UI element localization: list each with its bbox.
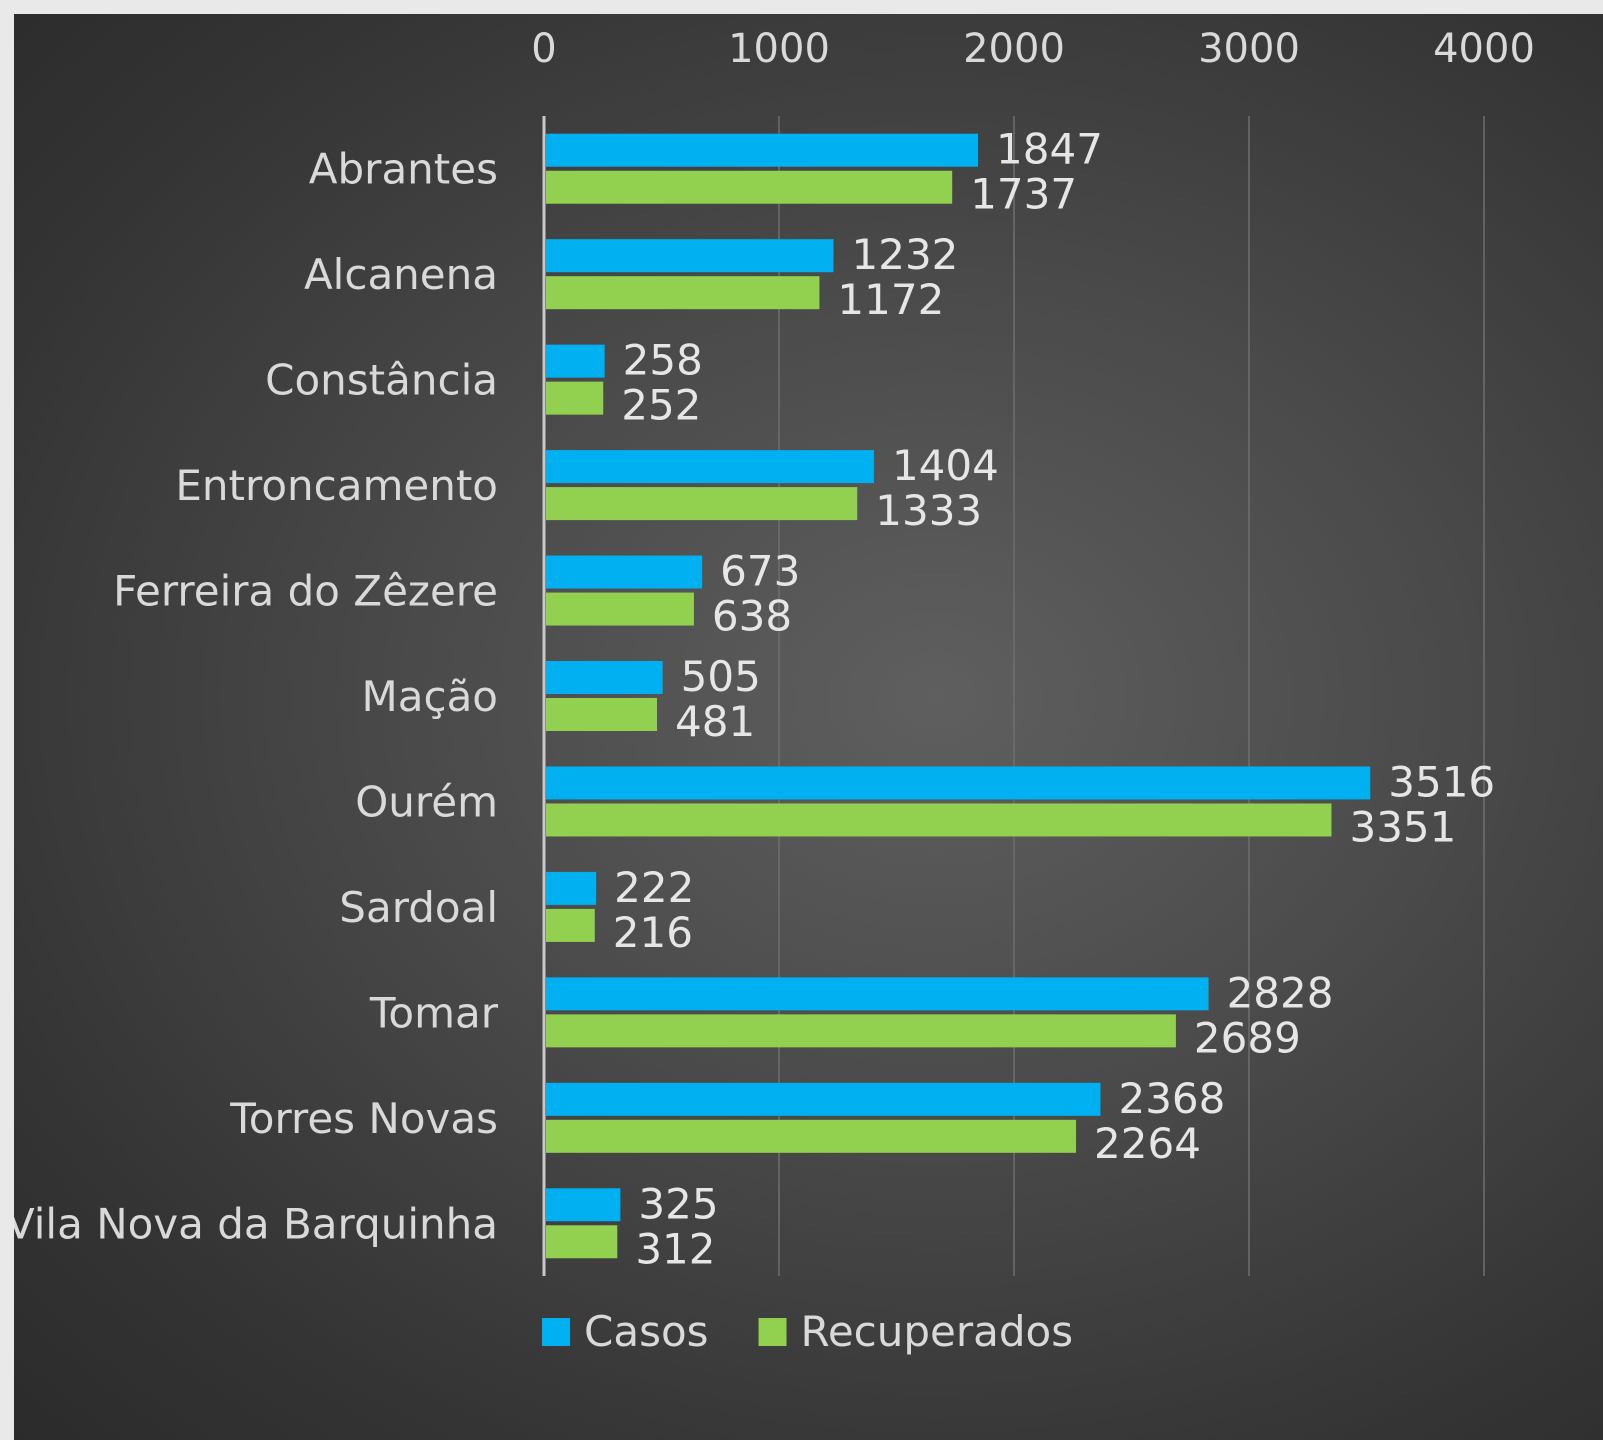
- bar-recuperados: [546, 487, 858, 521]
- legend-swatch-casos: [542, 1318, 570, 1346]
- chart-area: 0 1000 2000 3000 4000 Abrantes Alcanena Constâ…: [14, 14, 1603, 1440]
- bar-casos: [546, 1188, 621, 1222]
- bar-recuperados: [546, 908, 595, 942]
- data-label: 673: [720, 547, 800, 596]
- data-label: 2828: [1227, 968, 1334, 1017]
- data-label: 2264: [1094, 1119, 1201, 1168]
- bar-casos: [546, 344, 605, 378]
- bars: [546, 133, 1371, 1259]
- bar-casos: [546, 661, 663, 694]
- category-label: Torres Novas: [229, 1094, 498, 1143]
- category-label: Ourém: [355, 777, 498, 826]
- category-label: Abrantes: [309, 145, 498, 194]
- bar-casos: [546, 239, 834, 273]
- bar-recuperados: [546, 1014, 1176, 1048]
- data-label: 216: [613, 908, 693, 957]
- bar-recuperados: [546, 592, 694, 626]
- bar-recuperados: [546, 381, 604, 415]
- bar-chart: 0 1000 2000 3000 4000 Abrantes Alcanena Constâ…: [14, 26, 1535, 1356]
- x-tick-label: 0: [531, 26, 556, 72]
- data-label: 258: [623, 336, 703, 385]
- bar-casos: [546, 133, 979, 167]
- x-tick-label: 2000: [963, 26, 1065, 72]
- legend-label-casos: Casos: [584, 1307, 709, 1356]
- data-label: 638: [712, 592, 792, 641]
- legend-label-recuperados: Recuperados: [801, 1307, 1074, 1356]
- bar-recuperados: [546, 1119, 1077, 1153]
- data-label: 3351: [1349, 802, 1456, 851]
- data-label: 1232: [852, 230, 959, 279]
- bar-casos: [546, 766, 1371, 800]
- data-label: 1737: [970, 170, 1077, 219]
- data-label: 505: [681, 652, 761, 701]
- data-label: 481: [675, 697, 755, 746]
- bar-casos: [546, 555, 703, 589]
- data-label: 1404: [892, 441, 999, 490]
- data-label: 325: [638, 1179, 718, 1228]
- data-label: 2689: [1194, 1013, 1301, 1062]
- data-label: 222: [614, 863, 694, 912]
- bar-recuperados: [546, 803, 1332, 837]
- category-labels: Abrantes Alcanena Constância Entroncamento F…: [14, 145, 499, 1249]
- bar-recuperados: [546, 698, 658, 731]
- bar-casos: [546, 1082, 1101, 1116]
- legend-swatch-recuperados: [758, 1318, 787, 1346]
- x-tick-label: 1000: [728, 26, 830, 72]
- bar-casos: [546, 450, 874, 484]
- category-label: Sardoal: [339, 883, 498, 932]
- data-label: 1847: [996, 125, 1103, 174]
- category-label: Entroncamento: [175, 461, 498, 510]
- category-label: Constância: [265, 356, 498, 405]
- category-label: Tomar: [369, 988, 499, 1037]
- data-label: 1333: [875, 486, 982, 535]
- bar-recuperados: [546, 170, 953, 204]
- category-label: Vila Nova da Barquinha: [14, 1199, 498, 1248]
- x-axis-ticks: 0 1000 2000 3000 4000: [531, 26, 1535, 72]
- category-label: Mação: [362, 672, 499, 721]
- category-label: Ferreira do Zêzere: [113, 567, 498, 616]
- data-label: 1172: [837, 275, 944, 324]
- data-label: 312: [635, 1224, 715, 1273]
- bar-casos: [546, 977, 1209, 1011]
- data-label: 2368: [1118, 1074, 1225, 1123]
- bar-recuperados: [546, 1225, 618, 1259]
- x-tick-label: 4000: [1433, 26, 1535, 72]
- bar-casos: [546, 871, 597, 905]
- x-tick-label: 3000: [1198, 26, 1300, 72]
- legend: Casos Recuperados: [542, 1307, 1073, 1356]
- bar-recuperados: [546, 276, 820, 310]
- data-label: 3516: [1388, 757, 1495, 806]
- gridlines: [542, 116, 1485, 1276]
- category-label: Alcanena: [304, 250, 498, 299]
- data-label: 252: [621, 381, 701, 430]
